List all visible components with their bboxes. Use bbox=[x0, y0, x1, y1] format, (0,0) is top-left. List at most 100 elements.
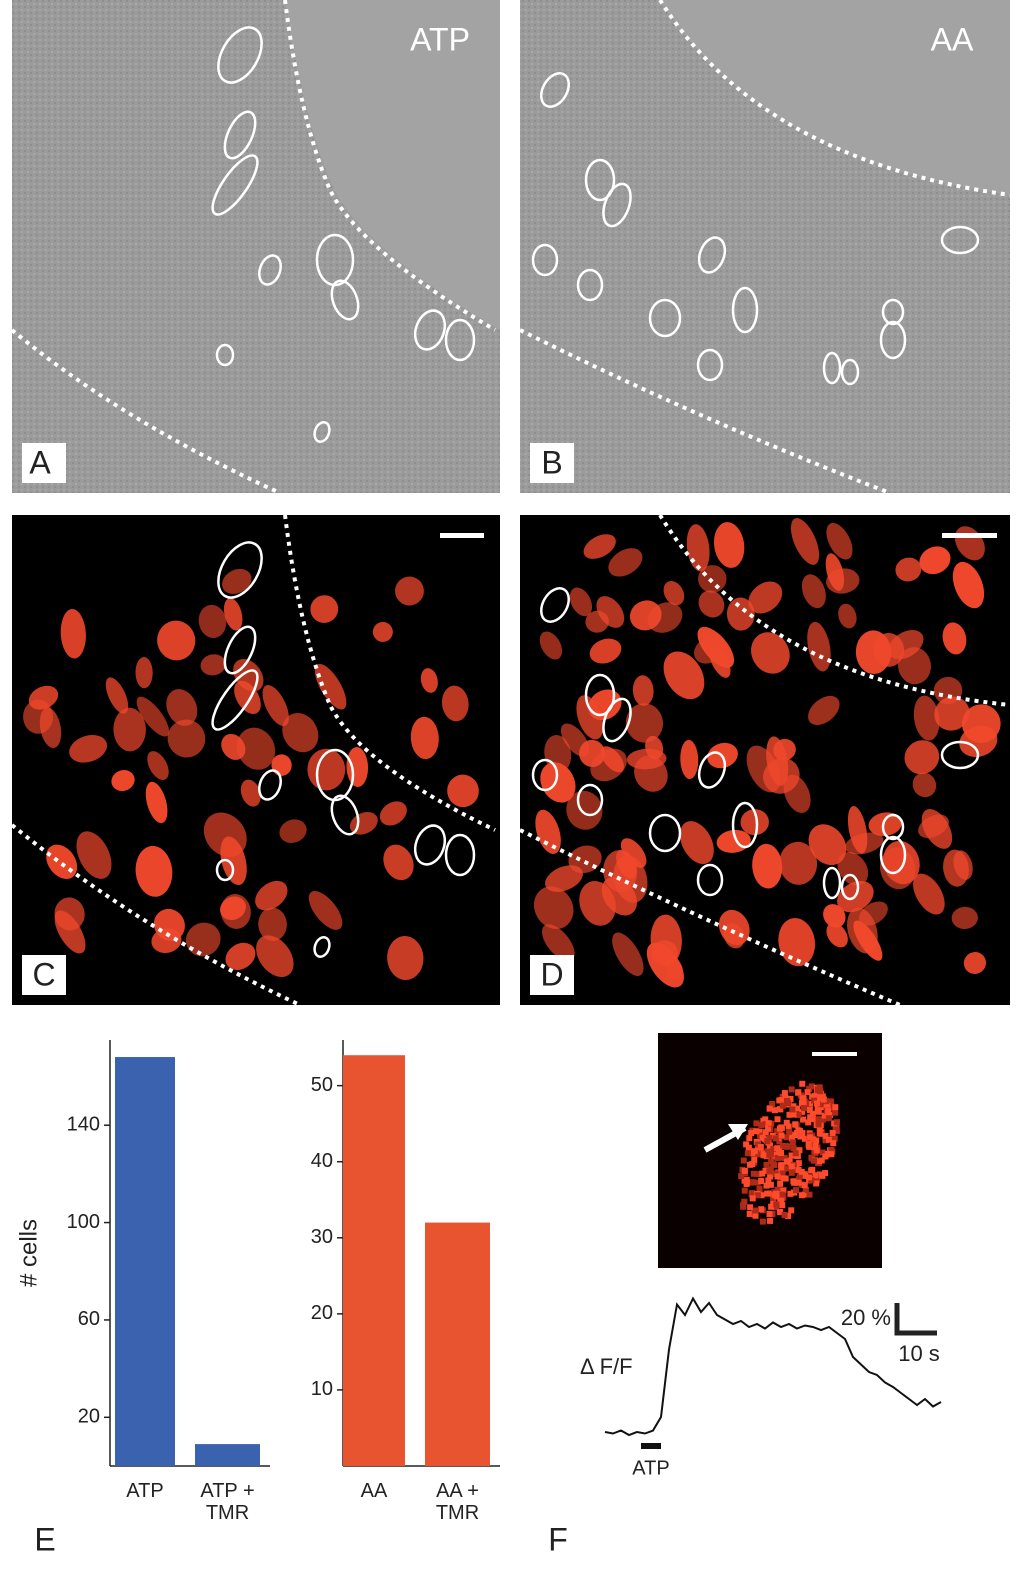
pixel bbox=[825, 1136, 832, 1143]
pixel bbox=[806, 1191, 813, 1198]
cell-blob bbox=[39, 707, 62, 749]
cell-outline bbox=[822, 866, 842, 900]
cell-blob bbox=[590, 748, 627, 782]
pixel bbox=[825, 1115, 832, 1122]
pixel bbox=[741, 1167, 748, 1174]
cell-blob bbox=[825, 553, 845, 591]
cell-blob bbox=[952, 561, 985, 609]
pixel bbox=[789, 1135, 796, 1142]
cell-blob bbox=[766, 736, 789, 786]
pixel bbox=[765, 1125, 772, 1132]
bar bbox=[425, 1222, 490, 1466]
pixel bbox=[768, 1203, 775, 1210]
cell-blob bbox=[220, 896, 246, 921]
cell-outline bbox=[211, 669, 259, 731]
pixel bbox=[762, 1129, 769, 1136]
pixel bbox=[789, 1106, 796, 1113]
cell-blob bbox=[105, 677, 129, 714]
pixel bbox=[816, 1130, 823, 1137]
pixel bbox=[779, 1143, 786, 1150]
pixel bbox=[766, 1152, 773, 1159]
cell-blob bbox=[808, 824, 847, 866]
panel-letter: D bbox=[540, 956, 563, 992]
pixel bbox=[808, 1167, 815, 1174]
pixel bbox=[772, 1135, 779, 1142]
pixel bbox=[799, 1130, 806, 1137]
pixel bbox=[790, 1103, 797, 1110]
cell-blob bbox=[387, 936, 424, 981]
cell-blob bbox=[166, 689, 198, 726]
pixel bbox=[810, 1136, 817, 1143]
y-axis-label: # cells bbox=[15, 1219, 42, 1287]
cell-outline bbox=[881, 813, 905, 841]
cell-outline bbox=[223, 625, 257, 675]
cell-blob bbox=[185, 922, 221, 957]
pixel bbox=[799, 1108, 806, 1115]
panel-label: AA bbox=[931, 21, 974, 57]
pixel bbox=[738, 1173, 745, 1180]
y-tick-label: 50 bbox=[311, 1074, 333, 1096]
pixel bbox=[801, 1171, 808, 1178]
cell-blob bbox=[585, 610, 609, 633]
pixel bbox=[824, 1150, 831, 1157]
y-tick-label: 20 bbox=[78, 1406, 100, 1428]
cell-blob bbox=[539, 631, 563, 660]
cell-blob bbox=[868, 812, 902, 837]
cell-blob bbox=[410, 716, 439, 760]
cell-blob bbox=[540, 762, 576, 803]
pixel bbox=[770, 1146, 777, 1153]
pixel bbox=[762, 1167, 769, 1174]
pixel bbox=[822, 1137, 829, 1144]
pixel bbox=[801, 1105, 808, 1112]
cell-outline bbox=[840, 358, 860, 386]
cell-blob bbox=[167, 719, 206, 758]
pixel bbox=[809, 1110, 816, 1117]
pixel bbox=[777, 1180, 784, 1187]
cell-blob bbox=[560, 723, 590, 757]
x-tick-label: AA + TMR bbox=[435, 1480, 480, 1524]
pixel bbox=[747, 1204, 754, 1211]
pixel bbox=[800, 1116, 807, 1123]
pixel bbox=[778, 1154, 785, 1161]
cell-blob bbox=[441, 685, 469, 722]
cell-blob bbox=[566, 790, 603, 830]
panel-b-lumen bbox=[660, 0, 1010, 195]
cell-outline bbox=[313, 936, 331, 958]
pixel bbox=[755, 1151, 762, 1158]
cell-blob bbox=[726, 597, 755, 631]
cell-blob bbox=[680, 739, 699, 780]
cell-outlines bbox=[211, 26, 980, 958]
cell-blob bbox=[807, 621, 831, 672]
pixel bbox=[795, 1166, 802, 1173]
pixel bbox=[740, 1203, 747, 1210]
pixel bbox=[832, 1124, 839, 1131]
pixel bbox=[795, 1089, 802, 1096]
pixel bbox=[755, 1171, 762, 1178]
cell-blob bbox=[838, 603, 857, 629]
cell-blob bbox=[847, 907, 878, 954]
cell-blob bbox=[748, 581, 783, 614]
pixel bbox=[766, 1135, 773, 1142]
pixel bbox=[805, 1174, 812, 1181]
pixel bbox=[811, 1157, 818, 1164]
pixel bbox=[753, 1128, 760, 1135]
pixel bbox=[774, 1193, 781, 1200]
pixel bbox=[774, 1173, 781, 1180]
pixel bbox=[766, 1210, 773, 1217]
pixel bbox=[754, 1192, 761, 1199]
bar bbox=[115, 1057, 175, 1466]
pixel bbox=[784, 1143, 791, 1150]
cell-blob bbox=[60, 609, 86, 659]
pixel bbox=[826, 1112, 833, 1119]
pixel bbox=[776, 1138, 783, 1145]
pixel bbox=[769, 1132, 776, 1139]
cell-blob bbox=[545, 865, 583, 892]
y-tick-label: 60 bbox=[78, 1308, 100, 1330]
cell-blob bbox=[222, 568, 252, 594]
pixel bbox=[780, 1187, 787, 1194]
cell-outline bbox=[444, 833, 476, 877]
pixel bbox=[812, 1093, 819, 1100]
pixel bbox=[819, 1149, 826, 1156]
